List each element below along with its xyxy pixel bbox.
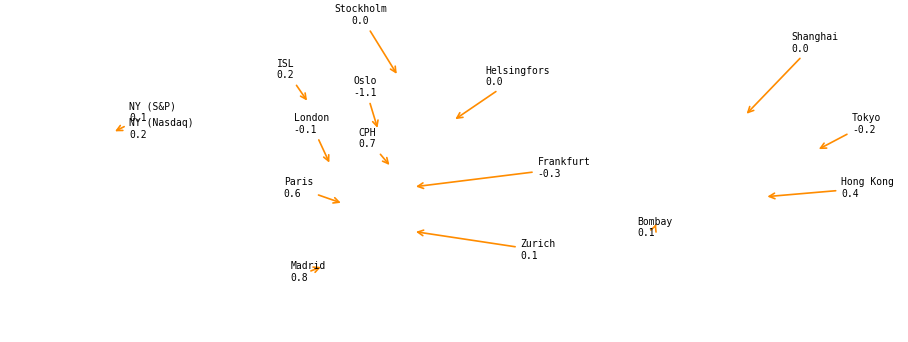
Text: Tokyo
-0.2: Tokyo -0.2	[821, 113, 882, 148]
Text: Helsingfors
0.0: Helsingfors 0.0	[457, 66, 550, 118]
Text: NY (S&P)
0.1: NY (S&P) 0.1	[116, 101, 176, 131]
Text: ISL
0.2: ISL 0.2	[277, 59, 306, 99]
Text: Madrid
0.8: Madrid 0.8	[291, 261, 326, 283]
Text: Frankfurt
-0.3: Frankfurt -0.3	[418, 157, 590, 188]
Text: Oslo
-1.1: Oslo -1.1	[353, 77, 378, 126]
Text: Paris
0.6: Paris 0.6	[283, 177, 339, 203]
Text: Zurich
0.1: Zurich 0.1	[418, 230, 556, 261]
Text: NY (Nasdaq)
0.2: NY (Nasdaq) 0.2	[130, 118, 194, 140]
Text: Stockholm
0.0: Stockholm 0.0	[334, 4, 396, 73]
Text: London
-0.1: London -0.1	[293, 113, 329, 161]
Text: Bombay
0.1: Bombay 0.1	[637, 217, 673, 238]
Text: Shanghai
0.0: Shanghai 0.0	[748, 32, 838, 113]
Text: CPH
0.7: CPH 0.7	[359, 128, 389, 163]
Text: Hong Kong
0.4: Hong Kong 0.4	[769, 177, 894, 199]
